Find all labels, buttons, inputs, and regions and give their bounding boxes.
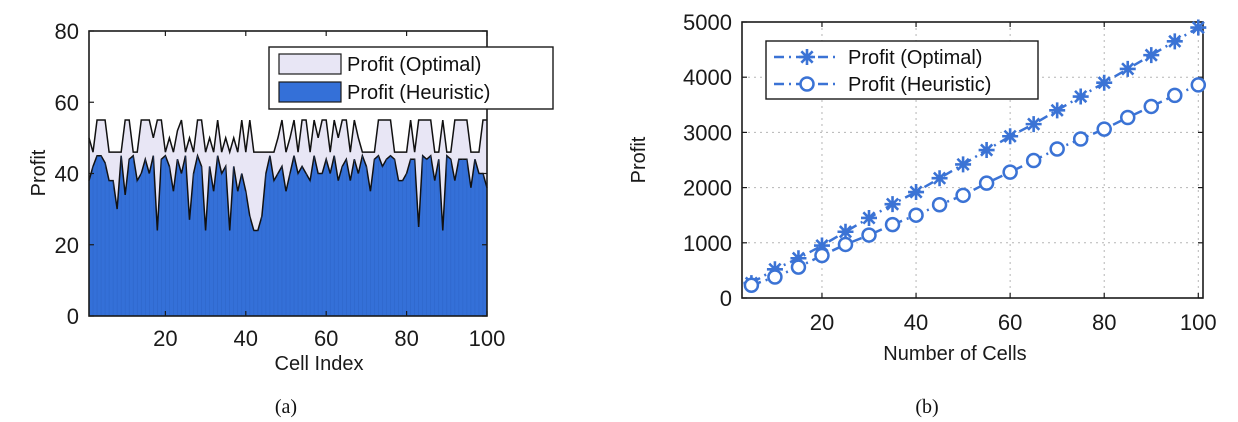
y-tick-label: 4000: [683, 65, 732, 90]
x-tick-label: 100: [1180, 310, 1217, 335]
area-heuristic: [89, 155, 487, 316]
panel-b-legend: Profit (Optimal) Profit (Heuristic): [765, 40, 1039, 100]
legend-swatch-optimal: [278, 53, 342, 75]
data-point-star: [1190, 19, 1207, 36]
caption-b: (b): [915, 396, 938, 418]
data-point-star: [861, 209, 878, 226]
data-point-circle: [743, 277, 760, 294]
data-point-circle: [1143, 98, 1160, 115]
y-tick-label: 5000: [683, 10, 732, 35]
legend-label-optimal: Profit (Optimal): [347, 54, 481, 76]
legend-label-heuristic: Profit (Heuristic): [347, 82, 490, 104]
panel-b-y-axis-label: Profit: [628, 136, 650, 183]
legend-label-optimal-b: Profit (Optimal): [848, 47, 982, 69]
data-point-star: [1072, 88, 1089, 105]
x-tick-label: 80: [1092, 310, 1116, 335]
x-tick-label: 40: [234, 326, 258, 351]
data-point-star: [790, 250, 807, 267]
y-tick-label: 60: [55, 90, 79, 115]
data-point-circle: [908, 207, 924, 223]
data-point-star: [1096, 74, 1113, 91]
data-point-circle: [955, 187, 971, 204]
data-point-star: [837, 223, 854, 240]
x-tick-label: 60: [314, 326, 338, 351]
y-tick-label: 1000: [683, 231, 732, 256]
panel-b-axes-box: [741, 21, 1204, 299]
panel-a-x-axis-label: Cell Index: [275, 353, 364, 375]
data-point-circle: [814, 247, 830, 264]
data-point-circle: [861, 227, 877, 243]
y-tick-label: 80: [55, 19, 79, 44]
data-point-circle: [884, 216, 901, 233]
y-tick-label: 20: [55, 233, 79, 258]
area-outline-optimal: [88, 119, 487, 155]
data-point-circle: [790, 259, 807, 275]
panel-a-y-axis-label: Profit: [28, 149, 50, 196]
data-point-circle: [1002, 164, 1018, 180]
x-tick-label: 80: [394, 326, 418, 351]
y-tick-label: 40: [55, 162, 79, 187]
data-point-star: [1025, 116, 1042, 133]
data-point-circle: [1167, 87, 1183, 104]
area-outline-heuristic: [88, 153, 488, 232]
data-point-star: [931, 170, 948, 187]
data-point-circle: [1190, 77, 1207, 93]
data-point-circle: [1119, 109, 1136, 126]
x-tick-label: 20: [810, 310, 834, 335]
y-tick-label: 2000: [683, 176, 732, 201]
data-point-star: [955, 156, 972, 173]
panel-a-chart: 0 20 40 60 80 20 40 60 80 100 Profit Cell Index P…: [28, 19, 554, 375]
data-point-star: [908, 184, 925, 201]
x-tick-label: 20: [153, 326, 177, 351]
data-point-circle: [837, 236, 854, 253]
data-point-circle: [1072, 131, 1089, 147]
data-point-circle: [1025, 152, 1042, 169]
panel-a-legend: Profit (Optimal) Profit (Heuristic): [268, 46, 554, 110]
x-tick-label: 40: [904, 310, 928, 335]
legend-star-marker: [799, 49, 815, 65]
data-point-circle: [767, 269, 783, 285]
data-point-star: [1143, 47, 1160, 64]
y-tick-label: 0: [67, 304, 79, 329]
legend-star-icon: [799, 49, 815, 65]
data-point-star: [1002, 128, 1019, 145]
data-point-star: [978, 142, 995, 159]
legend-swatch-heuristic: [278, 81, 342, 103]
x-tick-label: 100: [469, 326, 506, 351]
y-tick-label: 3000: [683, 120, 732, 145]
data-point-star: [1119, 60, 1136, 77]
y-tick-label: 0: [720, 286, 732, 311]
data-point-star: [1049, 102, 1066, 119]
data-point-circle: [1096, 121, 1112, 137]
data-point-star: [1166, 33, 1183, 50]
legend-label-heuristic-b: Profit (Heuristic): [848, 74, 991, 96]
panel-b-x-axis-label: Number of Cells: [883, 343, 1026, 365]
caption-a: (a): [275, 396, 297, 418]
data-point-circle: [931, 196, 948, 213]
data-point-circle: [978, 175, 995, 191]
data-point-star: [813, 237, 830, 254]
legend-circle-icon: [799, 76, 815, 92]
data-point-star: [884, 196, 901, 213]
panel-b-chart: 0 1000 2000 3000 4000 5000 20 40 60 80 100 Profit …: [628, 10, 1217, 365]
data-point-circle: [1049, 141, 1065, 157]
x-tick-label: 60: [998, 310, 1022, 335]
